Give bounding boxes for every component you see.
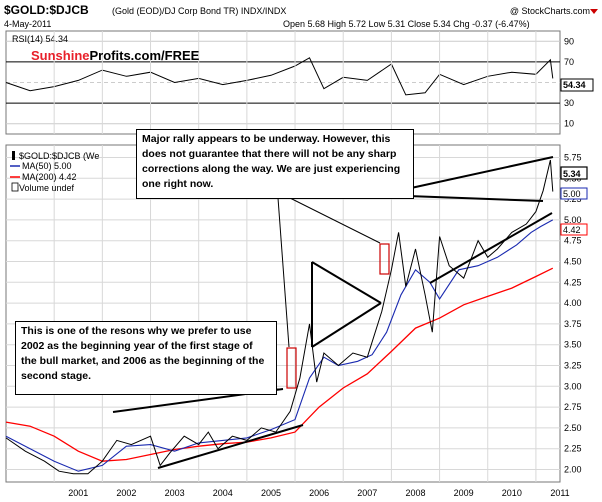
legend-ma200: MA(200) 4.42 — [22, 172, 77, 182]
price-tick-label: 5.75 — [564, 152, 582, 162]
rsi-line — [5, 57, 554, 96]
price-tick-label: 3.00 — [564, 381, 582, 391]
price-tick-label: 2.25 — [564, 444, 582, 454]
chart-title: $GOLD:$DJCB — [4, 3, 89, 17]
time-tick-label: 2005 — [261, 488, 281, 498]
highlight-box-2006 — [286, 347, 297, 389]
legend-price: $GOLD:$DJCB (We — [19, 151, 99, 161]
annotation-bottom: This is one of the resons why we prefer … — [15, 321, 277, 395]
time-tick-label: 2004 — [213, 488, 233, 498]
legend-volume: Volume undef — [19, 183, 75, 193]
price-tick-label: 4.25 — [564, 277, 582, 287]
price-tick-label: 3.50 — [564, 340, 582, 350]
price-panel — [5, 144, 561, 483]
ma50-line — [5, 219, 554, 472]
price-tick-label: 4.00 — [564, 298, 582, 308]
price-tick-label: 3.25 — [564, 361, 582, 371]
rsi-label: RSI(14) 54.34 — [12, 34, 68, 44]
rsi-current-value: 54.34 — [563, 80, 586, 90]
price-tick-label: 2.50 — [564, 423, 582, 433]
top-trendline — [410, 156, 554, 189]
rsi-tick-label: 30 — [564, 98, 574, 108]
price-tick-label: 2.00 — [564, 465, 582, 475]
legend: $GOLD:$DJCB (We MA(50) 5.00 MA(200) 4.42… — [10, 151, 99, 193]
time-tick-label: 2003 — [165, 488, 185, 498]
chart-quote: Open 5.68 High 5.72 Low 5.31 Close 5.34 … — [283, 19, 530, 29]
time-gridlines — [53, 31, 537, 482]
triangle-lower-edge — [311, 302, 382, 348]
legend-ma50: MA(50) 5.00 — [22, 161, 72, 171]
price-tick-label: 4.75 — [564, 236, 582, 246]
time-tick-label: 2002 — [116, 488, 136, 498]
chart-date: 4-May-2011 — [4, 19, 51, 29]
annotation-top: Major rally appears to be underway. Howe… — [136, 129, 414, 199]
legend-price-swatch — [12, 151, 15, 160]
time-tick-label: 2010 — [502, 488, 522, 498]
price-line — [5, 159, 554, 475]
time-tick-label: 2007 — [357, 488, 377, 498]
current-ma50-box — [560, 187, 588, 200]
current-price-label: 5.34 — [563, 169, 581, 179]
current-ma50-label: 5.00 — [563, 189, 581, 199]
time-tick-label: 2011 — [550, 488, 569, 498]
time-axis-labels: 2001 2002 2003 2004 2005 2006 2007 2008 2009 2010… — [68, 488, 569, 498]
brand-part1: Sunshine — [31, 48, 90, 63]
time-tick-label: 2008 — [405, 488, 425, 498]
price-tick-label: 2.75 — [564, 402, 582, 412]
current-price-box — [560, 166, 588, 180]
trendline-annotations — [112, 156, 554, 469]
price-tick-label: 4.50 — [564, 256, 582, 266]
pattern-lower-line — [157, 424, 304, 469]
brand-part2: Profits.com/FREE — [89, 48, 200, 63]
legend-volume-swatch — [11, 182, 19, 192]
pointer-top-2 — [289, 197, 381, 244]
triangle-upper-edge — [311, 261, 382, 304]
resistance-trendline — [407, 195, 544, 202]
rsi-current-box — [560, 78, 594, 92]
pointer-top-1 — [277, 197, 290, 348]
price-axis-labels: 2.00 2.25 2.50 2.75 3.00 3.25 3.50 3.75 4.00 4.25… — [564, 152, 582, 474]
copyright-label: @ StockCharts.com — [510, 6, 590, 16]
price-tick-label: 3.75 — [564, 319, 582, 329]
time-tick-label: 2009 — [454, 488, 474, 498]
brand-logo: SunshineProfits.com/FREE — [31, 48, 199, 63]
rsi-tick-label: 10 — [564, 119, 574, 129]
time-tick-label: 2006 — [309, 488, 329, 498]
current-ma200-label: 4.42 — [563, 225, 581, 235]
time-tick-label: 2001 — [68, 488, 88, 498]
ma200-line — [5, 267, 554, 462]
rsi-gridlines — [6, 40, 560, 125]
chart-subtitle: (Gold (EOD)/DJ Corp Bond TR) INDX/INDX — [112, 6, 286, 16]
price-tick-label: 5.00 — [564, 215, 582, 225]
rsi-tick-label: 70 — [564, 57, 574, 67]
highlight-box-2008 — [379, 243, 390, 275]
caret-down-icon — [590, 9, 598, 14]
current-ma200-box — [560, 223, 588, 236]
support-trendline — [429, 212, 553, 284]
rsi-tick-label: 90 — [564, 36, 574, 46]
